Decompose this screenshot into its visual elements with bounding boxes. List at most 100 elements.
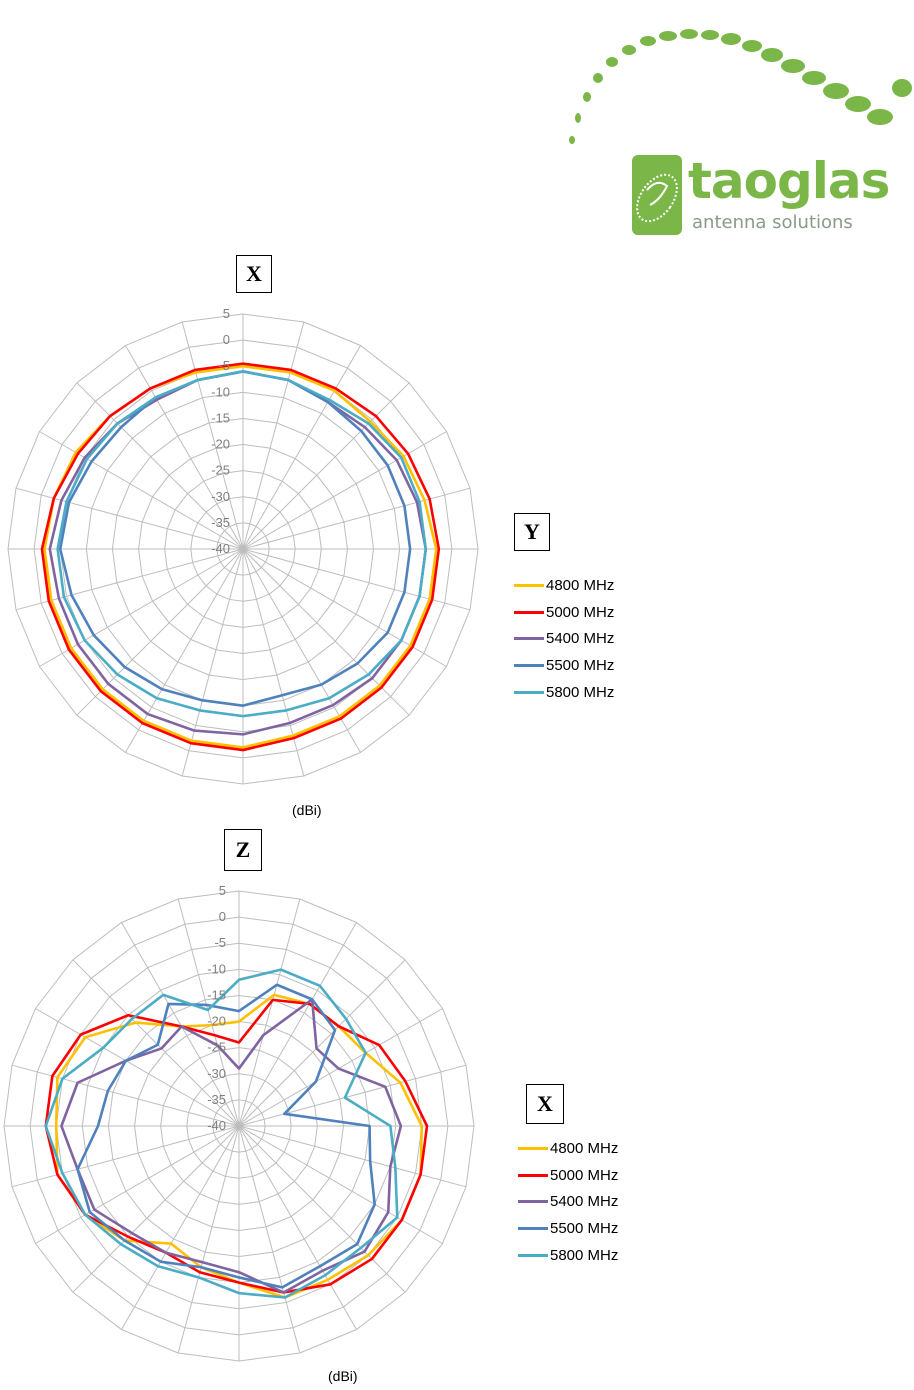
radial-tick-label: -15 [207,987,226,1002]
logo-dot [575,113,581,123]
legend-swatch [514,637,544,641]
polar-spoke [72,959,240,1127]
polar-spoke [121,922,240,1127]
legend-label: 4800 MHz [546,576,615,594]
chart1-top-axis-label: X [236,255,272,293]
polar-spoke [238,1064,467,1127]
chart2-legend: 4800 MHz 5000 MHz 5400 MHz 5500 MHz 5800… [518,1135,618,1269]
logo-dot [781,59,805,73]
polar-spoke [242,487,471,550]
legend-swatch [518,1146,548,1150]
logo-dot [867,109,893,125]
series-line-5500-mhz [58,370,412,707]
legend-swatch [514,610,544,614]
legend-label: 5800 MHz [550,1247,619,1265]
radial-tick-label: -10 [211,384,230,399]
radial-tick-label: -30 [211,489,230,504]
legend-swatch [514,691,544,695]
legend-item: 5500 MHz [518,1215,618,1242]
logo-dot [606,57,618,67]
logo-dot [742,40,762,52]
logo-dot [640,36,656,46]
logo-dot [845,96,871,112]
logo-dot [802,71,826,85]
series-line-5800-mhz [56,370,428,718]
polar-spoke [76,548,244,716]
legend-label: 5000 MHz [550,1166,619,1184]
series-line-5400-mhz [48,370,428,736]
polar-spoke [181,321,244,550]
legend-item: 5000 MHz [518,1162,618,1189]
polar-spoke [11,1064,240,1127]
radial-tick-label: -5 [214,935,226,950]
legend-item: 5000 MHz [514,599,614,626]
legend-item: 5400 MHz [518,1189,618,1216]
polar-spoke [242,345,361,550]
polar-spoke [238,1125,357,1330]
radial-tick-label: -25 [211,463,230,478]
chart1-unit-label: (dBi) [292,802,322,818]
chart1-legend: 4800 MHz 5000 MHz 5400 MHz 5500 MHz 5800… [514,572,614,706]
legend-item: 5800 MHz [514,679,614,706]
legend-swatch [514,583,544,587]
radial-tick-label: -35 [207,1092,226,1107]
legend-label: 5500 MHz [550,1220,619,1238]
polar-spoke [242,382,410,550]
legend-swatch [518,1173,548,1177]
polar-spoke [177,898,240,1127]
logo-dot [659,31,677,41]
polar-spoke [35,1125,240,1244]
polar-spoke [238,1125,443,1244]
polar-spoke [177,1125,240,1354]
polar-spoke [72,1125,240,1293]
legend-swatch [518,1200,548,1204]
legend-label: 5000 MHz [546,603,615,621]
legend-swatch [514,664,544,668]
radial-tick-label: 0 [223,332,230,347]
legend-swatch [518,1254,548,1258]
series-line-5000-mhz [40,362,441,752]
radial-tick-label: -20 [207,1014,226,1029]
legend-item: 5800 MHz [518,1242,618,1269]
polar-spoke [238,959,406,1127]
series-line-5000-mhz [44,998,429,1294]
polar-spoke [39,548,244,667]
logo-dot [892,79,912,97]
polar-spoke [242,431,447,550]
chart2-top-axis-label: Z [224,829,262,871]
radial-tick-label: -40 [207,1118,226,1133]
radial-tick-label: 0 [219,909,226,924]
polar-spoke [238,1125,301,1354]
logo-dot [680,29,698,39]
legend-label: 5800 MHz [546,684,615,702]
series-line-5800-mhz [44,968,399,1299]
logo-wordmark: taoglas [688,152,890,210]
series-line-4800-mhz [43,364,438,749]
polar-spoke [39,431,244,550]
chart2-unit-label: (dBi) [328,1368,358,1384]
polar-spoke [238,922,357,1127]
radial-tick-label: -40 [211,541,230,556]
polar-spoke [125,548,244,753]
logo-dot [583,92,591,102]
legend-label: 4800 MHz [550,1139,619,1157]
legend-item: 5400 MHz [514,626,614,653]
legend-swatch [518,1227,548,1231]
radial-tick-label: 5 [223,306,230,321]
logo-dot [701,30,719,40]
series-line-5500-mhz [76,983,376,1289]
radial-tick-label: -35 [211,515,230,530]
legend-item: 4800 MHz [514,572,614,599]
polar-spoke [35,1008,240,1127]
chart2-right-axis-label: X [526,1084,564,1124]
polar-spoke [238,1125,467,1188]
radial-tick-label: -10 [207,961,226,976]
logo-dot [761,48,783,62]
polar-spoke [238,1008,443,1127]
polar-spoke [238,898,301,1127]
logo-dot [622,45,636,55]
polar-spoke [125,345,244,550]
polar-spoke [15,548,244,611]
